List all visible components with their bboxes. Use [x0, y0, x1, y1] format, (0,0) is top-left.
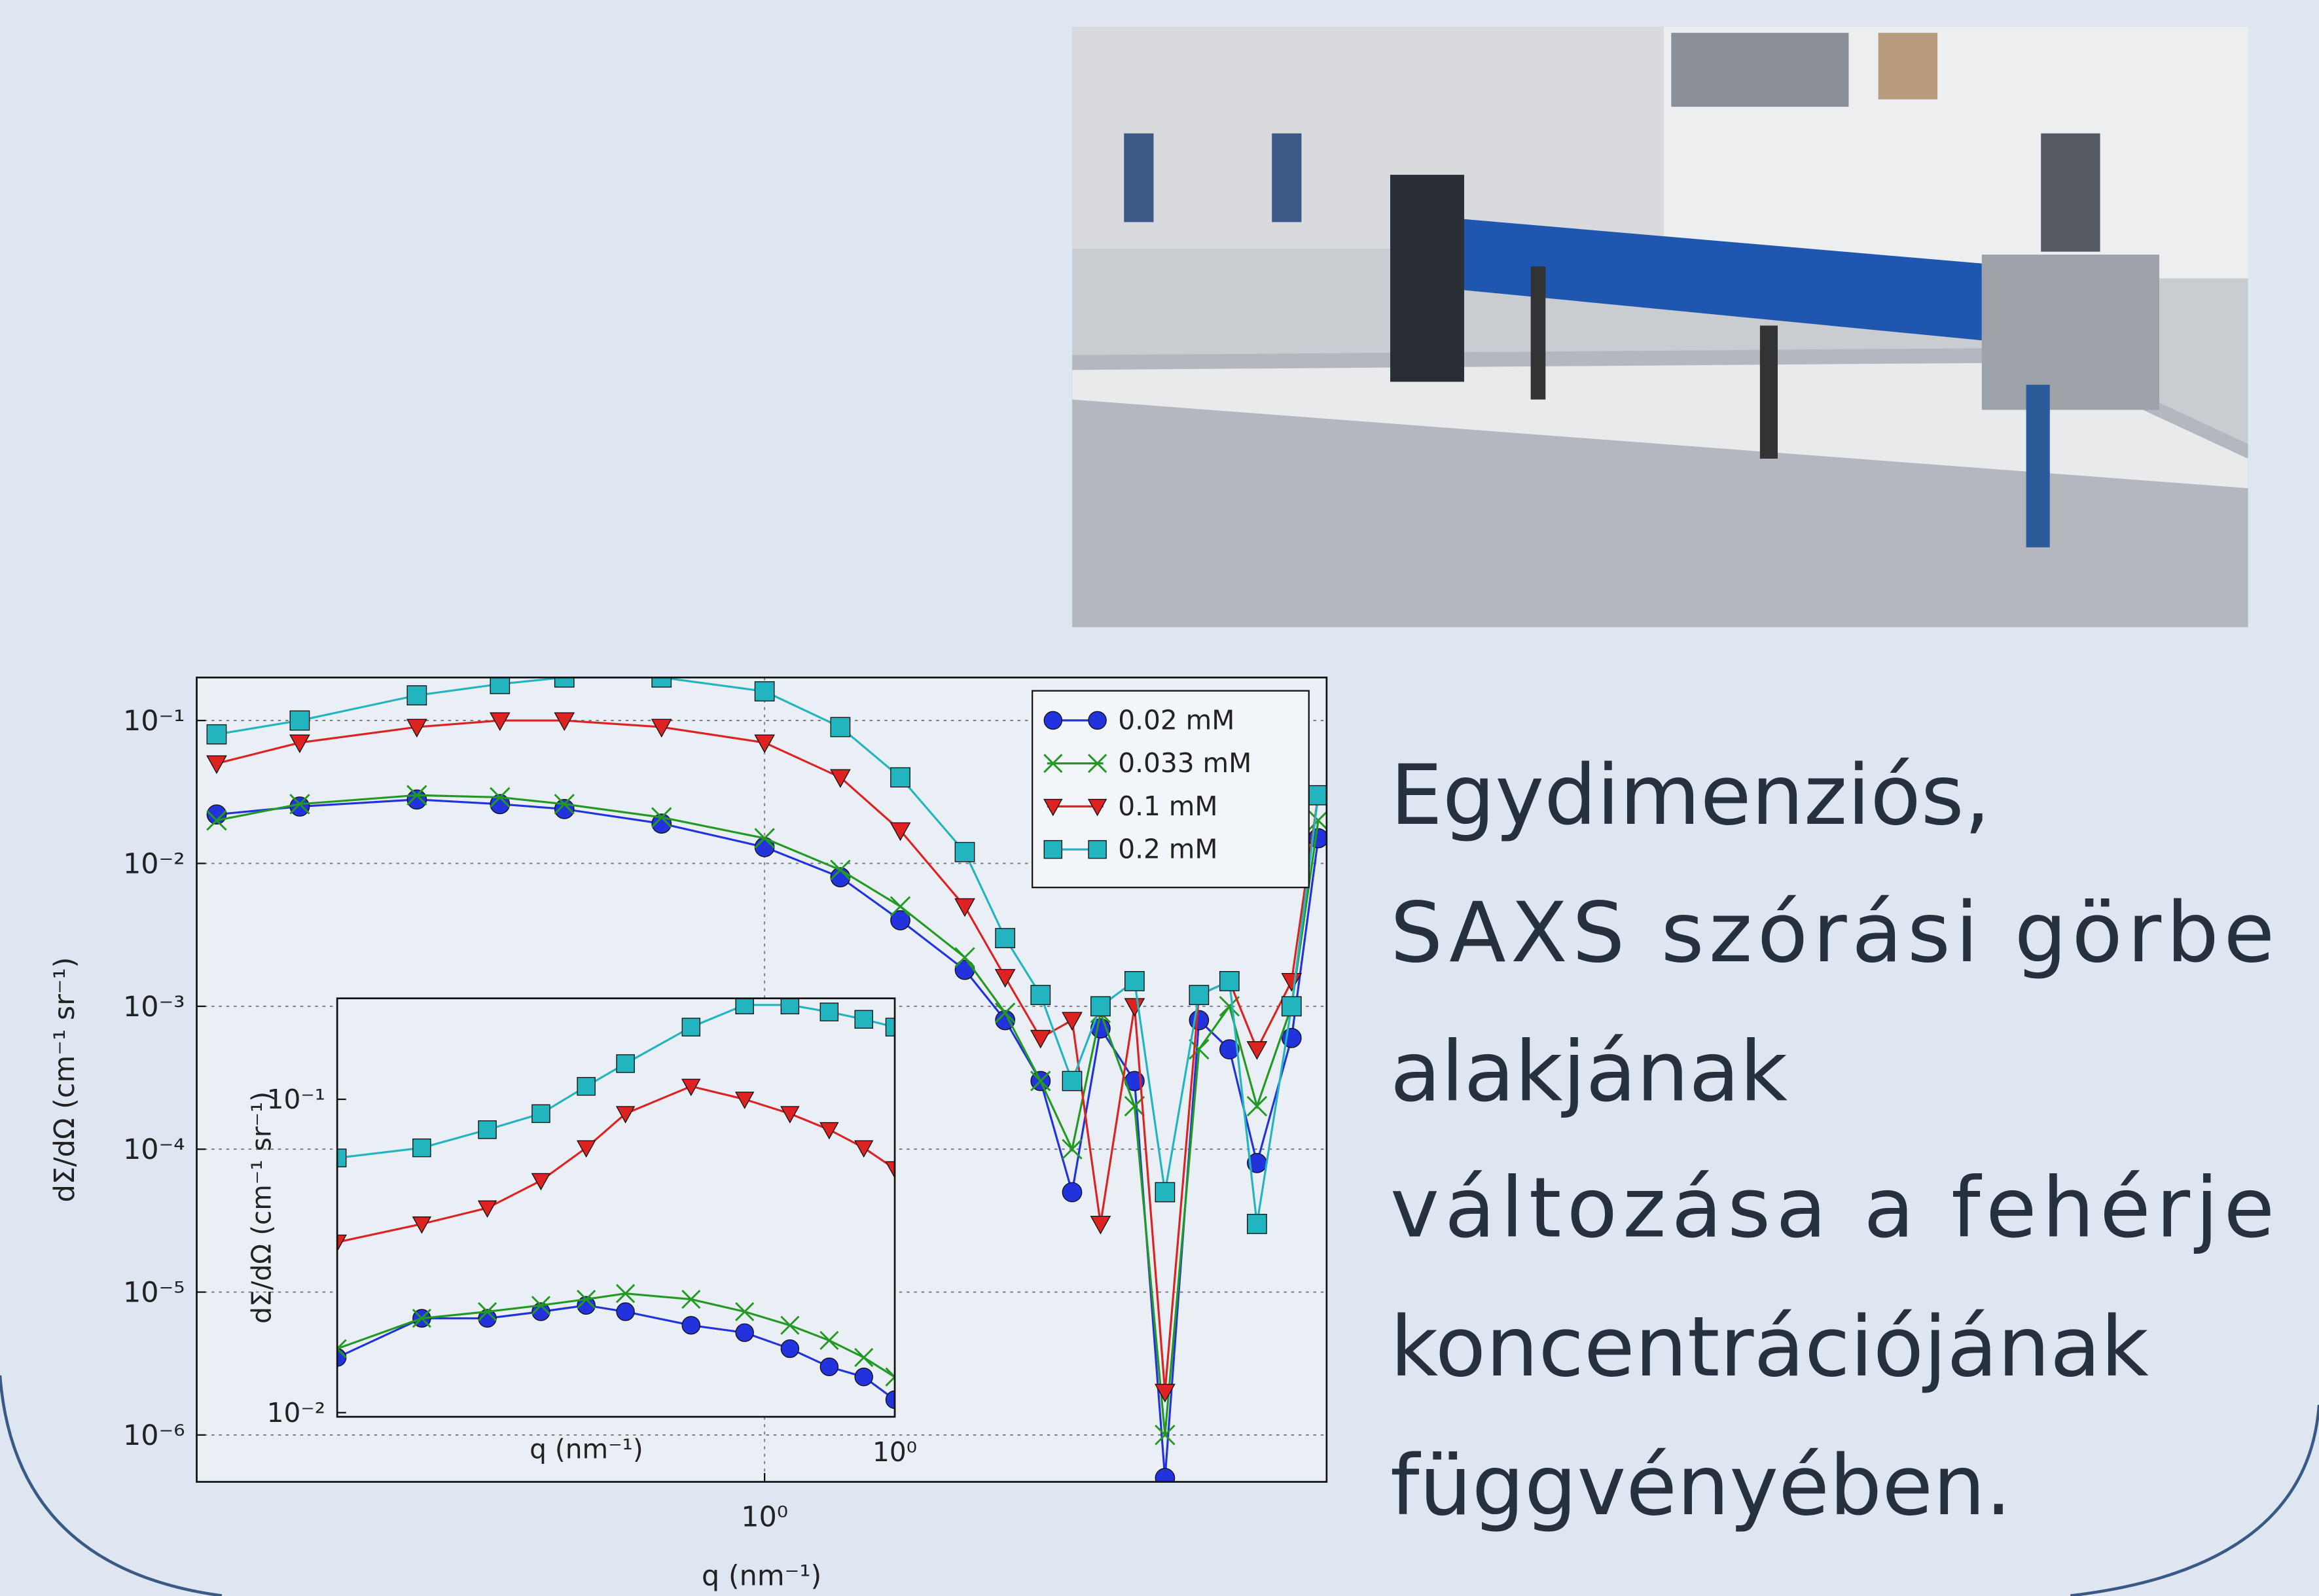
- y-tick-label: 10⁻²: [123, 847, 185, 880]
- y-axis-label: dΣ/dΩ (cm⁻¹ sr⁻¹): [48, 957, 81, 1203]
- caption-line: változása a fehérje: [1390, 1160, 2274, 1256]
- caption-line: koncentrációjának: [1390, 1299, 2149, 1395]
- marker: [831, 717, 850, 736]
- marker: [855, 1368, 872, 1386]
- poster: Egydimenziós, SAXS szórási görbe alakjának…: [0, 0, 2319, 1596]
- marker: [1155, 1468, 1174, 1487]
- legend: 0.02 mM 0.033 mM 0.1 mM 0.2 mM: [1032, 691, 1309, 888]
- marker: [555, 800, 574, 819]
- legend-label: 0.02 mM: [1118, 704, 1234, 736]
- x-tick-label: 10⁰: [872, 1436, 917, 1468]
- plot-area: [337, 999, 895, 1417]
- marker: [682, 1317, 700, 1334]
- legend-label: 0.1 mM: [1118, 790, 1217, 822]
- legend-label: 0.2 mM: [1118, 834, 1217, 865]
- marker: [1308, 786, 1327, 805]
- marker: [1062, 1071, 1081, 1090]
- page: {"caption":["Egydimenziós,","SAXS szórás…: [0, 0, 2319, 1596]
- marker: [820, 1003, 838, 1021]
- caption-line: Egydimenziós,: [1390, 747, 1990, 843]
- marker: [1125, 972, 1144, 991]
- y-tick-label: 10⁻⁴: [123, 1133, 185, 1166]
- marker: [407, 790, 426, 809]
- marker: [820, 1358, 838, 1375]
- marker: [996, 929, 1015, 948]
- marker: [1248, 1215, 1267, 1233]
- marker: [290, 797, 309, 816]
- marker: [478, 1121, 496, 1139]
- marker: [1155, 1182, 1174, 1201]
- y-tick-label: 10⁻¹: [123, 705, 185, 737]
- marker: [1088, 711, 1106, 729]
- y-tick-label: 10⁻²: [267, 1397, 326, 1428]
- photo: [1072, 27, 2248, 627]
- marker: [1189, 1010, 1208, 1029]
- marker: [781, 1339, 799, 1357]
- y-tick-label: 10⁻⁶: [123, 1419, 185, 1452]
- marker: [682, 1018, 700, 1036]
- marker: [1088, 841, 1106, 859]
- marker: [1220, 972, 1239, 991]
- y-tick-label: 10⁻⁵: [123, 1277, 185, 1309]
- y-axis-label: dΣ/dΩ (cm⁻¹ sr⁻¹): [246, 1091, 278, 1324]
- x-axis-label: q (nm⁻¹): [702, 1560, 821, 1593]
- marker: [1031, 985, 1050, 1004]
- marker: [617, 1055, 634, 1073]
- marker: [955, 842, 974, 861]
- caption-line: SAXS szórási görbe: [1390, 885, 2274, 981]
- marker: [755, 682, 774, 701]
- marker: [1044, 841, 1062, 859]
- marker: [207, 725, 226, 744]
- marker: [891, 768, 910, 787]
- caption-line: alakjának: [1390, 1024, 1788, 1120]
- marker: [1044, 711, 1062, 729]
- caption-line: függvényében.: [1390, 1438, 2012, 1534]
- marker: [1189, 985, 1208, 1004]
- y-tick-label: 10⁻³: [123, 991, 185, 1023]
- marker: [1062, 1182, 1081, 1201]
- caption: Egydimenziós, SAXS szórási görbe alakjának…: [1390, 747, 2274, 1534]
- marker: [1091, 997, 1110, 1016]
- x-axis-label: q (nm⁻¹): [530, 1433, 643, 1464]
- marker: [407, 686, 426, 705]
- marker: [855, 1010, 872, 1028]
- legend-label: 0.033 mM: [1118, 747, 1251, 779]
- marker: [413, 1139, 431, 1157]
- marker: [736, 1324, 753, 1341]
- marker: [290, 711, 309, 730]
- marker: [577, 1078, 595, 1095]
- marker: [617, 1303, 634, 1321]
- marker: [1282, 997, 1301, 1016]
- x-tick-label: 10⁰: [741, 1500, 788, 1533]
- marker: [532, 1105, 550, 1122]
